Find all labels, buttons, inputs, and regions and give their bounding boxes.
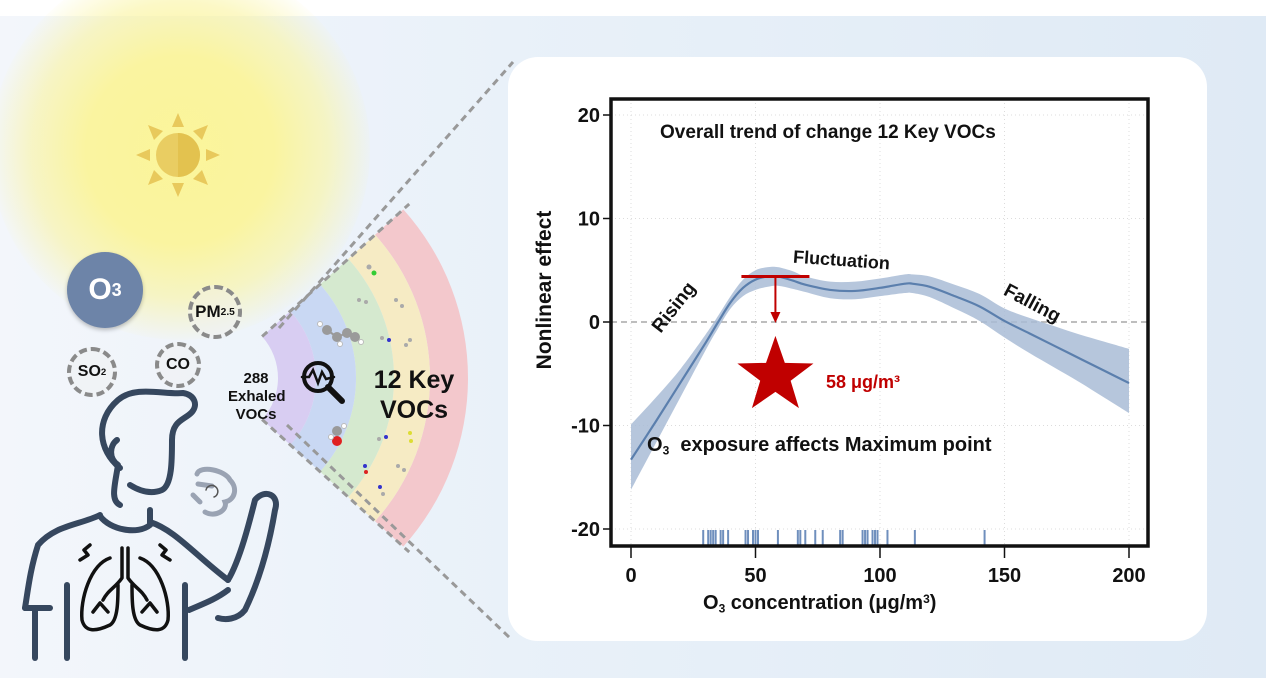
x-tick-label: 0 — [625, 565, 636, 587]
key-vocs-label: 12 Key VOCs — [373, 366, 455, 424]
chart-title: Overall trend of change 12 Key VOCs — [660, 122, 996, 143]
exhaled-vocs-label: 288 Exhaled VOCs — [228, 370, 286, 423]
star-icon — [737, 335, 814, 409]
y-tick-label: 10 — [578, 209, 600, 231]
x-axis-label: O3 concentration (μg/m3) — [703, 592, 937, 616]
pm25-badge: PM 2.5 — [188, 285, 242, 339]
y-axis-label: Nonlinear effect — [533, 210, 556, 370]
x-ticks: 0 50 100 150 200 — [625, 546, 1146, 587]
max-value-label: 58 μg/m³ — [826, 372, 901, 392]
max-arrow-head — [770, 312, 781, 323]
y-ticks: 20 10 0 -10 -20 — [571, 105, 611, 541]
maximum-marker — [737, 274, 814, 409]
rug-ticks — [702, 530, 986, 546]
y-tick-label: 0 — [589, 312, 600, 334]
x-tick-label: 50 — [744, 565, 766, 587]
y-tick-label: 20 — [578, 105, 600, 127]
y-tick-label: -10 — [571, 416, 600, 438]
x-tick-label: 150 — [988, 565, 1021, 587]
x-tick-label: 200 — [1112, 565, 1145, 587]
y-tick-label: -20 — [571, 519, 600, 541]
confidence-band — [631, 266, 1129, 490]
bottom-note: O3 exposure affects Maximum point — [647, 434, 992, 458]
co-badge: CO — [155, 342, 201, 388]
x-tick-label: 100 — [863, 565, 896, 587]
effect-curve — [630, 274, 1130, 461]
